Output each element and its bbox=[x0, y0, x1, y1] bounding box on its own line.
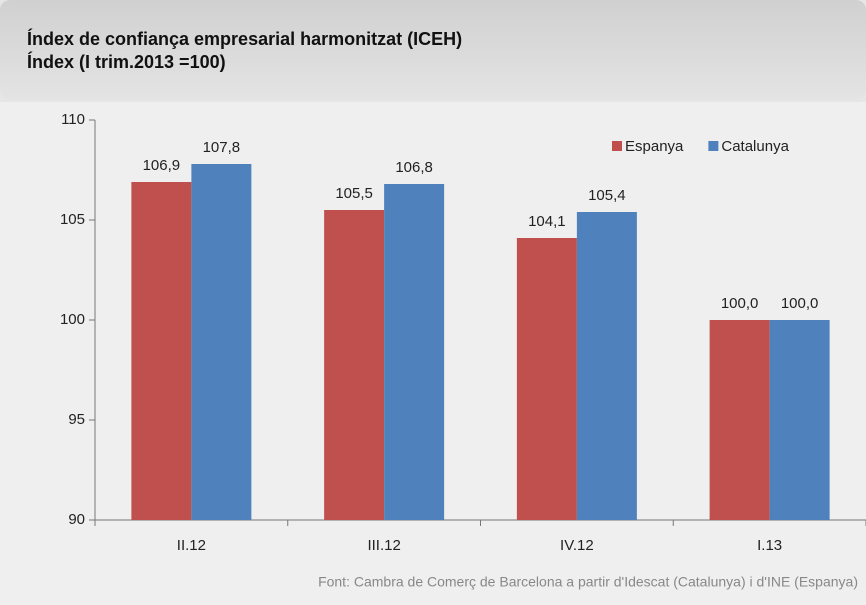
x-tick-label: III.12 bbox=[367, 537, 400, 554]
value-label: 106,9 bbox=[143, 157, 181, 174]
legend-label: Espanya bbox=[625, 138, 684, 155]
value-label: 107,8 bbox=[203, 139, 241, 156]
value-label: 105,5 bbox=[335, 185, 373, 202]
y-tick-label: 100 bbox=[60, 311, 85, 328]
chart-title: Índex de confiança empresarial harmonitz… bbox=[27, 28, 462, 49]
bar bbox=[709, 320, 770, 520]
y-tick-label: 95 bbox=[68, 411, 85, 428]
bar bbox=[191, 164, 252, 520]
y-tick-label: 90 bbox=[68, 511, 85, 528]
bar bbox=[516, 238, 577, 520]
value-label: 105,4 bbox=[588, 187, 626, 204]
x-tick-label: II.12 bbox=[177, 537, 206, 554]
legend-label: Catalunya bbox=[721, 138, 789, 155]
value-label: 100,0 bbox=[781, 295, 819, 312]
bar bbox=[576, 212, 637, 520]
bar bbox=[324, 210, 385, 520]
value-label: 100,0 bbox=[721, 295, 759, 312]
x-tick-label: I.13 bbox=[757, 537, 782, 554]
bar bbox=[769, 320, 830, 520]
bar bbox=[131, 182, 192, 520]
chart-subtitle: Índex (I trim.2013 =100) bbox=[27, 51, 226, 72]
y-tick-label: 110 bbox=[61, 111, 85, 128]
x-tick-label: IV.12 bbox=[560, 537, 594, 554]
value-label: 104,1 bbox=[528, 213, 566, 230]
y-tick-label: 105 bbox=[60, 211, 85, 228]
value-label: 106,8 bbox=[395, 159, 433, 176]
legend-swatch bbox=[612, 141, 622, 151]
bar bbox=[384, 184, 445, 520]
legend-swatch bbox=[708, 141, 719, 151]
source: Font: Cambra de Comerç de Barcelona a pa… bbox=[318, 574, 858, 590]
header bbox=[0, 0, 866, 100]
